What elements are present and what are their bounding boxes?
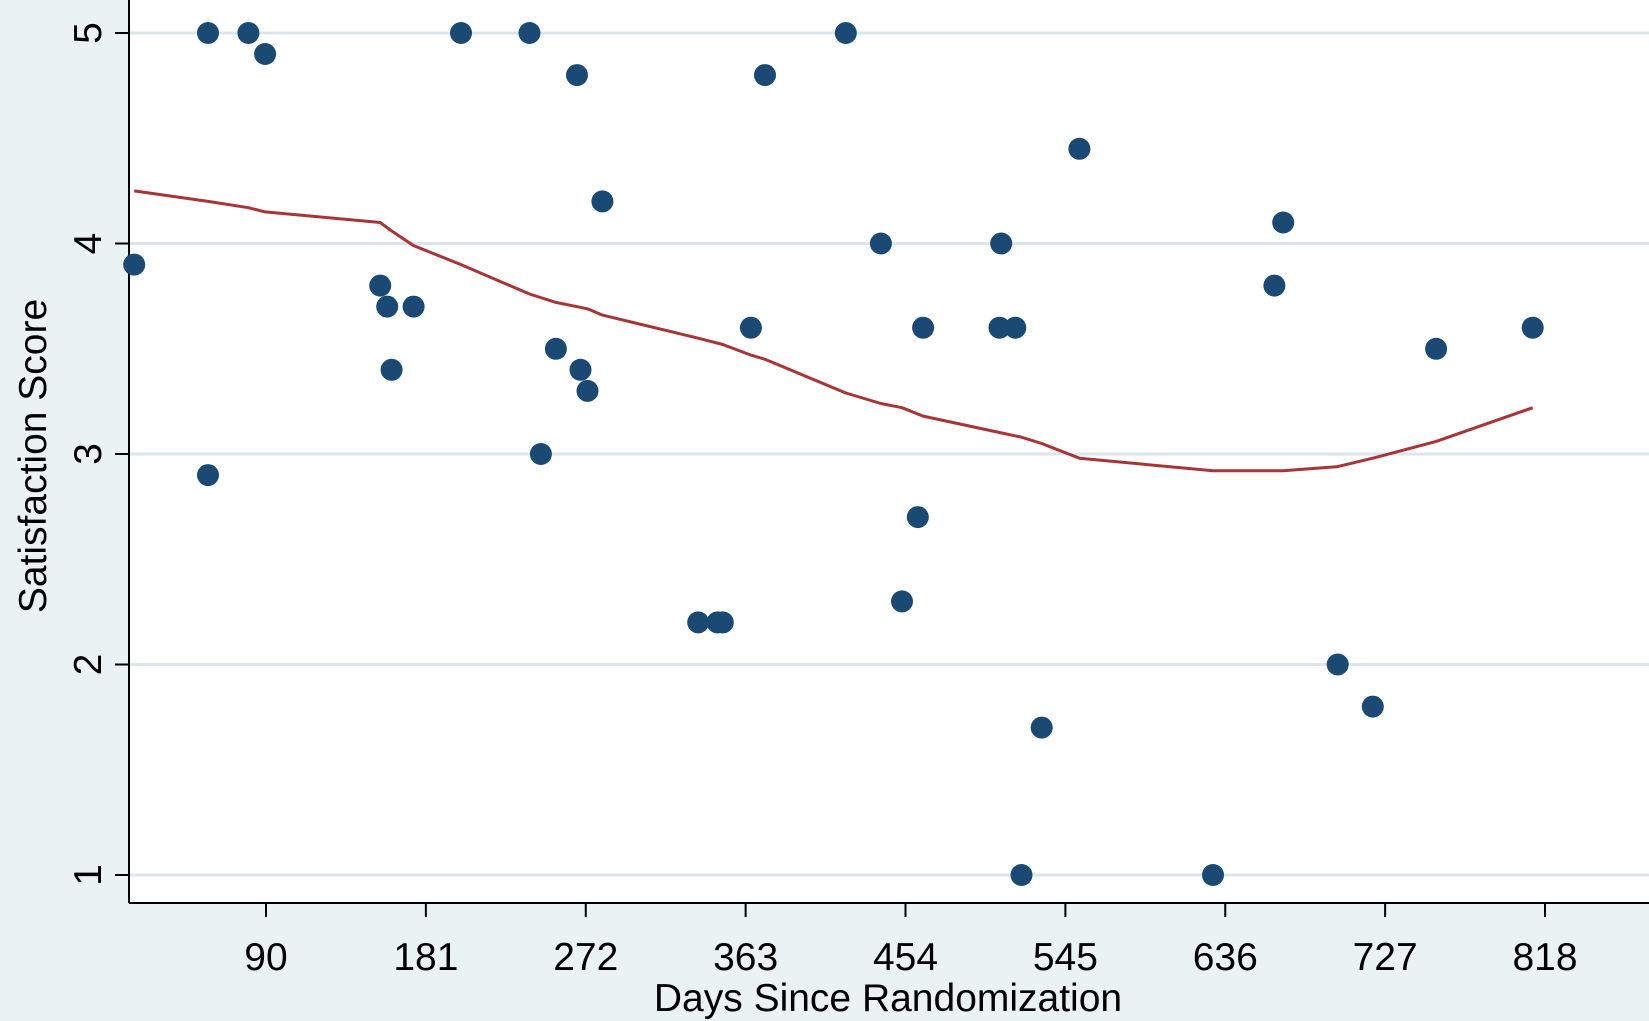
data-point	[1004, 316, 1027, 339]
data-point	[450, 22, 472, 44]
x-tick-label: 818	[1512, 936, 1577, 979]
data-point	[376, 295, 399, 318]
data-point	[687, 611, 710, 634]
y-tick-label: 1	[67, 864, 110, 886]
y-tick-label: 5	[67, 22, 110, 44]
fit-line	[133, 189, 1534, 473]
data-point	[1030, 716, 1053, 739]
data-point	[576, 379, 599, 402]
data-point	[988, 316, 1011, 339]
x-axis-title: Days Since Randomization	[654, 977, 1122, 1020]
x-tick-label: 454	[873, 936, 938, 979]
x-tick-label: 636	[1193, 936, 1258, 979]
data-point	[197, 22, 219, 44]
grid-lines	[130, 31, 1649, 877]
data-point	[739, 316, 762, 339]
y-tick-label: 2	[67, 654, 110, 676]
data-point	[123, 253, 146, 276]
data-point	[402, 295, 425, 318]
data-point	[1361, 695, 1384, 718]
data-point	[906, 506, 929, 529]
data-point	[891, 590, 913, 613]
data-point	[518, 22, 541, 44]
data-point	[869, 232, 892, 255]
data-point	[990, 232, 1013, 255]
y-axis-title: Satisfaction Score	[12, 299, 55, 613]
x-tick-label: 727	[1353, 936, 1418, 979]
x-tick-label: 363	[713, 936, 778, 979]
data-point	[711, 611, 734, 634]
data-point	[254, 43, 277, 65]
data-point	[529, 443, 552, 465]
data-point	[380, 358, 403, 381]
y-tick-label: 4	[67, 233, 110, 255]
data-point	[1272, 211, 1295, 234]
data-point	[197, 464, 219, 487]
x-tick-label: 272	[553, 936, 618, 979]
y-tick-label: 3	[67, 443, 110, 465]
data-point	[1263, 274, 1286, 297]
data-point	[1202, 864, 1224, 886]
data-point	[569, 358, 592, 381]
points-layer	[123, 22, 1544, 886]
fit-line-layer	[133, 189, 1534, 473]
data-point	[834, 22, 857, 44]
data-point	[1425, 337, 1448, 360]
data-point	[912, 316, 935, 339]
x-tick-label: 90	[244, 936, 287, 979]
data-point	[369, 274, 392, 297]
data-point	[237, 22, 260, 44]
data-point	[544, 337, 567, 360]
data-point	[1068, 137, 1091, 160]
plot-area	[129, 0, 1649, 903]
data-point	[1521, 316, 1544, 339]
x-tick-label: 545	[1033, 936, 1098, 979]
data-point	[1010, 864, 1033, 886]
x-tick-label: 181	[393, 936, 458, 979]
data-point	[1326, 653, 1349, 676]
data-point	[754, 64, 776, 87]
data-point	[591, 190, 614, 213]
data-point	[566, 64, 588, 87]
axes: 1 2 3 4 5 90 181 272 363 454 545 636 727 818	[67, 0, 1649, 979]
